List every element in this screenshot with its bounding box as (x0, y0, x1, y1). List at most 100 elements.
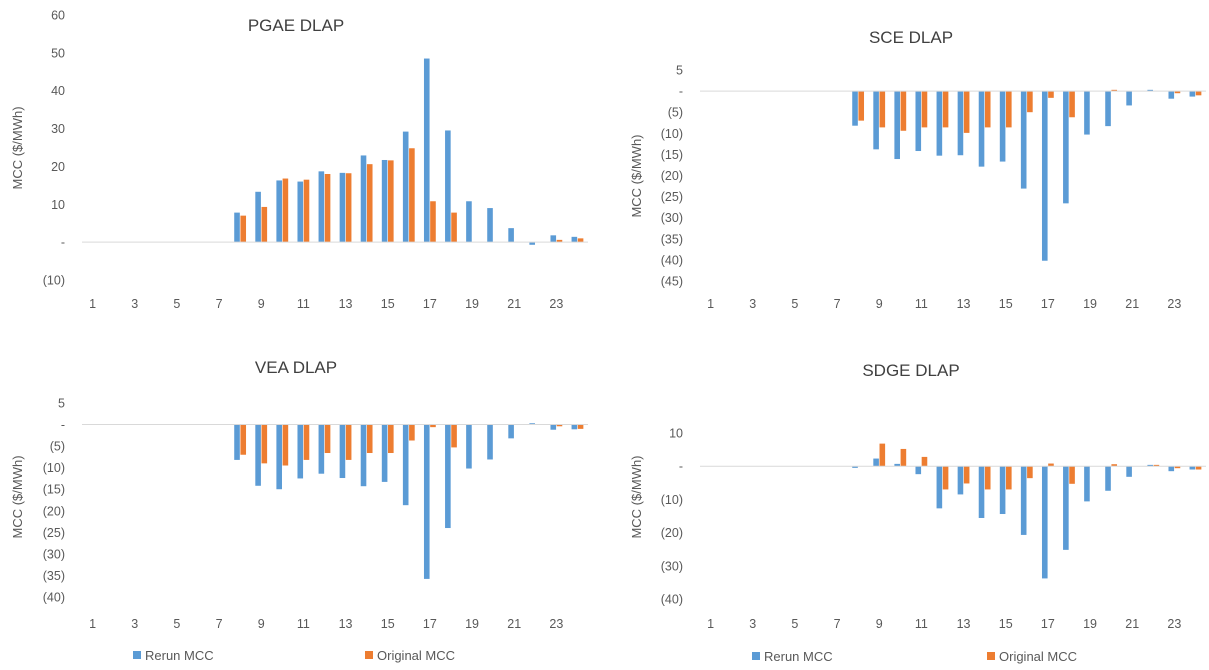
sce-dlap-y-tick-label: 5 (676, 64, 683, 78)
vea-dlap-original-mcc-bar (303, 424, 310, 460)
pgae-dlap-rerun-mcc-bar (297, 181, 304, 243)
pgae-dlap-y-tick-label: - (61, 236, 65, 250)
original-mcc-legend-label: Original MCC (999, 649, 1077, 664)
sdge-dlap-original-mcc-bar (942, 466, 949, 490)
sdge-dlap-y-axis-label: MCC ($/MWh) (629, 455, 644, 538)
sce-dlap-x-tick-label: 17 (1041, 297, 1055, 311)
sdge-dlap-rerun-mcc-bar (1126, 466, 1132, 477)
vea-dlap-original-mcc-bar (577, 424, 584, 429)
sce-dlap-rerun-mcc-bar (1105, 91, 1111, 127)
vea-dlap-rerun-mcc-bar (571, 424, 578, 430)
sdge-dlap-y-tick-label: (20) (661, 526, 683, 540)
sce-dlap-x-tick-label: 9 (876, 297, 883, 311)
sdge-dlap-rerun-mcc-bar (1147, 464, 1153, 467)
vea-dlap-rerun-mcc-bar (508, 424, 514, 439)
vea-dlap-rerun-mcc-bar (529, 423, 535, 425)
vea-dlap-rerun-mcc-bar (550, 424, 557, 430)
sdge-dlap-rerun-mcc-bar (1063, 466, 1069, 550)
sce-dlap-y-tick-label: (45) (661, 275, 683, 289)
vea-dlap-y-tick-label: 5 (58, 397, 65, 411)
vea-dlap-rerun-mcc-bar (276, 424, 282, 490)
vea-dlap-original-mcc-bar (282, 424, 289, 466)
rerun-mcc-legend-label: Rerun MCC (764, 649, 833, 664)
vea-dlap-x-tick-label: 17 (423, 617, 437, 631)
sdge-dlap-rerun-mcc-bar (1020, 466, 1027, 535)
sdge-dlap-x-tick-label: 1 (707, 617, 714, 631)
sce-dlap-rerun-mcc-bar (1020, 91, 1027, 189)
sdge-dlap-original-mcc-bar (1069, 466, 1075, 484)
pgae-dlap-rerun-mcc-bar (529, 242, 535, 245)
sdge-dlap-x-tick-label: 5 (791, 617, 798, 631)
pgae-dlap-rerun-mcc-bar (402, 131, 409, 243)
vea-dlap-rerun-mcc-bar (445, 424, 451, 529)
original-mcc-legend-label: Original MCC (377, 648, 455, 663)
pgae-dlap-title: PGAE DLAP (248, 16, 344, 35)
sce-dlap-y-tick-label: - (679, 85, 683, 99)
sce-dlap-original-mcc-bar (963, 91, 970, 133)
pgae-dlap-original-mcc-bar (430, 201, 436, 243)
sdge-dlap-x-tick-label: 19 (1083, 617, 1097, 631)
sdge-dlap-y-tick-label: (40) (661, 593, 683, 607)
sdge-dlap-rerun-mcc-bar (957, 466, 964, 495)
sdge-dlap-original-mcc-bar (963, 466, 970, 484)
sce-dlap-x-tick-label: 19 (1083, 297, 1097, 311)
sce-dlap-rerun-mcc-bar (1168, 91, 1175, 99)
pgae-dlap-rerun-mcc-bar (445, 130, 451, 243)
pgae-dlap-rerun-mcc-bar (508, 228, 514, 243)
pgae-dlap-y-tick-label: 30 (51, 122, 65, 136)
vea-dlap-original-mcc-bar (261, 424, 268, 464)
sdge-dlap-title: SDGE DLAP (862, 361, 959, 380)
sce-dlap-y-tick-label: (40) (661, 253, 683, 267)
pgae-dlap-rerun-mcc-bar (381, 159, 388, 243)
vea-dlap-y-axis-label: MCC ($/MWh) (10, 455, 25, 538)
sce-dlap-rerun-mcc-bar (936, 91, 943, 156)
vea-dlap-original-mcc-bar (409, 424, 415, 441)
rerun-mcc-legend-swatch (752, 652, 760, 660)
sce-dlap-rerun-mcc-bar (1189, 91, 1196, 97)
sce-dlap-original-mcc-bar (858, 91, 865, 121)
sce-dlap-x-tick-label: 15 (999, 297, 1013, 311)
sce-dlap-y-axis-label: MCC ($/MWh) (629, 134, 644, 217)
pgae-dlap-rerun-mcc-bar (234, 212, 240, 243)
vea-dlap-original-mcc-bar (324, 424, 331, 454)
sdge-dlap-original-mcc-bar (984, 466, 991, 490)
pgae-dlap-x-tick-label: 21 (507, 297, 521, 311)
pgae-dlap-original-mcc-bar (577, 238, 584, 243)
sce-dlap-x-tick-label: 23 (1167, 297, 1181, 311)
pgae-dlap-original-mcc-bar (556, 239, 563, 243)
sce-dlap-rerun-mcc-bar (957, 91, 964, 156)
sce-dlap-x-tick-label: 1 (707, 297, 714, 311)
sce-dlap-rerun-mcc-bar (915, 91, 922, 152)
pgae-dlap-original-mcc-bar (366, 164, 373, 243)
vea-dlap-x-tick-label: 23 (549, 617, 563, 631)
vea-dlap-x-tick-label: 3 (131, 617, 138, 631)
sce-dlap-original-mcc-bar (1111, 89, 1118, 92)
vea-dlap-x-tick-label: 1 (89, 617, 96, 631)
pgae-dlap-rerun-mcc-bar (423, 58, 430, 243)
vea-dlap-rerun-mcc-bar (402, 424, 409, 506)
sdge-dlap-y-tick-label: - (679, 460, 683, 474)
sce-dlap-x-tick-label: 21 (1125, 297, 1139, 311)
pgae-dlap-x-tick-label: 7 (216, 297, 223, 311)
sdge-dlap-rerun-mcc-bar (1041, 466, 1048, 579)
vea-dlap-original-mcc-bar (388, 424, 394, 454)
pgae-dlap-original-mcc-bar (409, 148, 415, 243)
vea-dlap-original-mcc-bar (430, 424, 436, 428)
sdge-dlap-rerun-mcc-bar (1084, 466, 1090, 502)
pgae-dlap-x-tick-label: 17 (423, 297, 437, 311)
vea-dlap-rerun-mcc-bar (297, 424, 304, 479)
vea-dlap-y-tick-label: (15) (43, 483, 65, 497)
vea-dlap-original-mcc-bar (240, 424, 247, 455)
sdge-dlap-x-tick-label: 15 (999, 617, 1013, 631)
pgae-dlap-x-tick-label: 13 (339, 297, 353, 311)
sce-dlap-rerun-mcc-bar (999, 91, 1006, 162)
sce-dlap-x-tick-label: 7 (834, 297, 841, 311)
vea-dlap-rerun-mcc-bar (423, 424, 430, 579)
sdge-dlap-rerun-mcc-bar (999, 466, 1006, 515)
sce-dlap-original-mcc-bar (879, 91, 886, 128)
sce-dlap-original-mcc-bar (900, 91, 907, 131)
vea-dlap-rerun-mcc-bar (255, 424, 261, 486)
pgae-dlap-rerun-mcc-bar (318, 171, 325, 243)
pgae-dlap-original-mcc-bar (240, 215, 247, 243)
pgae-dlap-rerun-mcc-bar (255, 191, 261, 243)
